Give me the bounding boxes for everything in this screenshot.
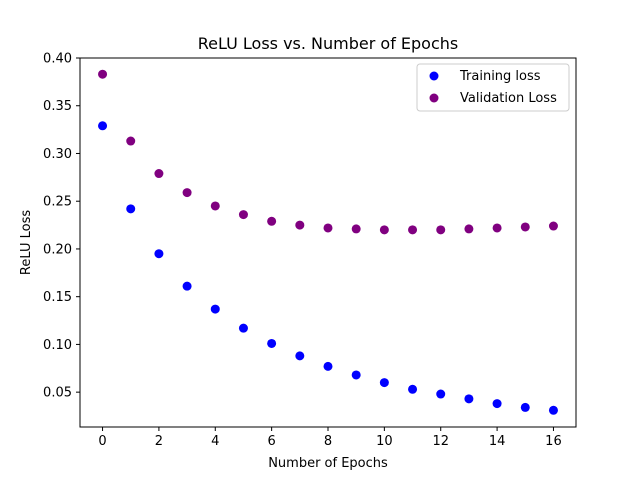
validation-loss-point: [267, 216, 277, 226]
y-tick-label: 0.25: [43, 195, 72, 210]
training-loss-point: [323, 361, 333, 371]
training-loss-point: [154, 249, 164, 259]
validation-loss-point: [436, 225, 446, 235]
plot-area: [79, 57, 577, 428]
validation-loss-point: [408, 225, 418, 235]
training-loss-point: [436, 389, 446, 399]
legend: Training loss Validation Loss: [416, 63, 570, 112]
x-tick-label: 14: [489, 434, 506, 449]
training-loss-point: [379, 378, 389, 388]
legend-marker-validation: [429, 93, 439, 103]
y-tick-label: 0.20: [43, 242, 72, 257]
y-tick-label: 0.15: [43, 290, 72, 305]
x-tick-label: 6: [267, 434, 275, 449]
training-loss-point: [492, 399, 502, 409]
training-loss-point: [210, 304, 220, 314]
x-tick-label: 0: [98, 434, 106, 449]
training-loss-point: [238, 323, 248, 333]
legend-label-training: Training loss: [459, 69, 541, 84]
training-loss-point: [408, 384, 418, 394]
training-loss-point: [520, 402, 530, 412]
chart-title: ReLU Loss vs. Number of Epochs: [198, 34, 459, 53]
validation-loss-point: [464, 224, 474, 234]
training-loss-point: [126, 204, 136, 214]
validation-loss-point: [295, 220, 305, 230]
x-tick-label: 8: [324, 434, 332, 449]
validation-loss-point: [126, 136, 136, 146]
training-loss-point: [295, 351, 305, 361]
y-axis-label: ReLU Loss: [19, 210, 34, 275]
validation-loss-point: [351, 224, 361, 234]
training-loss-point: [351, 370, 361, 380]
y-tick-label: 0.35: [43, 99, 72, 114]
training-loss-point: [548, 405, 558, 415]
validation-loss-point: [182, 188, 192, 198]
validation-loss-point: [548, 221, 558, 231]
validation-loss-point: [154, 169, 164, 179]
training-loss-point: [182, 281, 192, 291]
data-points: [98, 69, 558, 415]
x-axis-label: Number of Epochs: [268, 456, 388, 471]
x-axis: 0 2 4 6 8 10 12 14 16: [98, 427, 562, 449]
validation-loss-point: [323, 223, 333, 233]
validation-loss-point: [492, 223, 502, 233]
validation-loss-point: [379, 225, 389, 235]
legend-marker-training: [429, 71, 439, 81]
y-tick-label: 0.30: [43, 147, 72, 162]
legend-label-validation: Validation Loss: [460, 91, 557, 106]
x-tick-label: 4: [211, 434, 219, 449]
validation-loss-point: [520, 222, 530, 232]
y-tick-label: 0.05: [43, 386, 72, 401]
y-tick-label: 0.10: [43, 338, 72, 353]
x-tick-label: 16: [545, 434, 562, 449]
y-axis: 0.05 0.10 0.15 0.20 0.25 0.30 0.35 0.40: [43, 52, 80, 401]
training-loss-point: [98, 121, 108, 131]
y-tick-label: 0.40: [43, 52, 72, 67]
x-tick-label: 10: [376, 434, 393, 449]
validation-loss-point: [238, 210, 248, 220]
legend-box: [416, 63, 570, 112]
x-tick-label: 2: [155, 434, 163, 449]
validation-loss-point: [98, 69, 108, 79]
x-tick-label: 12: [432, 434, 449, 449]
validation-loss-point: [210, 201, 220, 211]
training-loss-point: [464, 394, 474, 404]
training-loss-point: [267, 338, 277, 348]
